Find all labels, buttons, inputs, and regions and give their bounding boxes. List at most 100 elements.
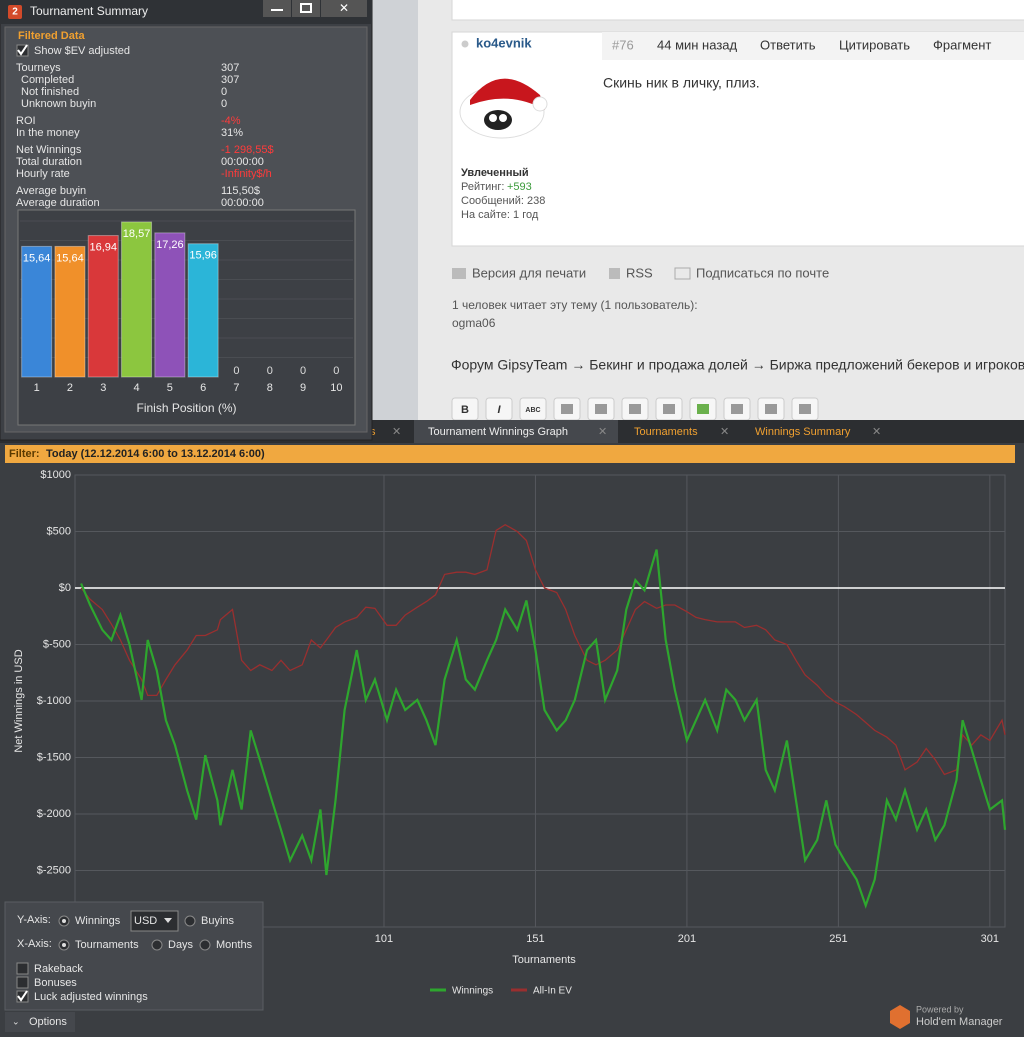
x-tick-label: 2: [67, 382, 73, 394]
stat-value: 307: [221, 74, 239, 86]
tab-close[interactable]: ✕: [392, 426, 401, 438]
stat-label: Unknown buyin: [21, 98, 96, 110]
toolbar-icon: [663, 404, 675, 414]
checkbox[interactable]: [16, 976, 29, 989]
stat-value: -1 298,55$: [221, 144, 274, 156]
bar-value-label: 16,94: [89, 241, 117, 253]
chevron: ⌄: [12, 1016, 20, 1026]
stat-label: Average duration: [16, 197, 100, 209]
quote[interactable]: Цитировать: [839, 37, 910, 52]
x-tick-label: 251: [829, 933, 847, 945]
product-name: Hold'em Manager: [916, 1016, 1003, 1028]
luck-option[interactable]: Luck adjusted winnings: [34, 991, 148, 1003]
powered-by: Powered by: [916, 1004, 964, 1014]
tab-close[interactable]: ✕: [872, 426, 881, 438]
tab-close[interactable]: ✕: [598, 426, 607, 438]
options-button[interactable]: [5, 1012, 75, 1032]
y-tick-label: $-2500: [37, 864, 71, 876]
tab[interactable]: Tournament Winnings Graph: [428, 426, 568, 438]
y-axis-label: Y-Axis:: [17, 914, 51, 926]
stat-label: Not finished: [21, 86, 79, 98]
breadcrumb[interactable]: Форум GipsyTeam → Бекинг и продажа долей…: [451, 357, 1024, 373]
online-dot: [461, 40, 469, 48]
bar-value-label: 15,64: [56, 252, 84, 264]
rakeback-option[interactable]: Rakeback: [34, 963, 83, 975]
months-option[interactable]: Months: [216, 939, 253, 951]
bar-value-label: 18,57: [123, 228, 151, 240]
radio[interactable]: [151, 939, 163, 951]
x-tick-label: 9: [300, 382, 306, 394]
stat-label: In the money: [16, 127, 80, 139]
radio[interactable]: [199, 939, 211, 951]
winnings-option[interactable]: Winnings: [75, 915, 121, 927]
minimize-button[interactable]: [263, 0, 291, 17]
message: Скинь ник в личку, плиз.: [603, 75, 760, 91]
tab[interactable]: s: [370, 426, 376, 438]
legend-label: Winnings: [452, 986, 493, 997]
bonuses-option[interactable]: Bonuses: [34, 977, 77, 989]
tab[interactable]: Tournaments: [634, 426, 698, 438]
x-axis-title: Finish Position (%): [136, 401, 236, 415]
y-tick-label: $-500: [43, 638, 71, 650]
x-tick-label: 3: [100, 382, 106, 394]
bar: [154, 232, 186, 378]
logo: [890, 1005, 910, 1029]
post-count: Сообщений: 238: [461, 195, 545, 207]
tab[interactable]: Winnings Summary: [755, 426, 851, 438]
tournaments-option[interactable]: Tournaments: [75, 939, 139, 951]
y-tick-label: $1000: [40, 469, 71, 481]
subscribe-link[interactable]: Подписаться по почте: [696, 265, 829, 280]
stat-value: 0: [221, 86, 227, 98]
reply[interactable]: Ответить: [760, 37, 816, 52]
stat-value: 307: [221, 62, 239, 74]
maximize-button[interactable]: [292, 0, 320, 17]
x-tick-label: 6: [200, 382, 206, 394]
bar: [21, 245, 53, 378]
fragment[interactable]: Фрагмент: [933, 37, 991, 52]
toolbar-icon: [697, 404, 709, 414]
checkbox[interactable]: [16, 962, 29, 975]
finish-position-chart: 15,64 1 15,64 2 16,94 3 18,57 4 17,26 5 15,96 6 0 7 0 8…: [20, 220, 353, 415]
username[interactable]: ko4evnik: [476, 35, 532, 50]
stat-label: ROI: [16, 115, 36, 127]
filter-value: Today (12.12.2014 6:00 to 13.12.2014 6:0…: [46, 448, 265, 460]
check-mark: [17, 990, 28, 1002]
stat-value: 00:00:00: [221, 156, 264, 168]
rss-link[interactable]: RSS: [626, 265, 653, 280]
tab-close[interactable]: ✕: [720, 426, 729, 438]
editor-toolbar: B I ABC: [451, 397, 819, 421]
bar: [87, 235, 119, 378]
stat-label: Net Winnings: [16, 144, 82, 156]
radio[interactable]: [184, 915, 196, 927]
prev-post: [451, 0, 1024, 21]
checkbox-label[interactable]: Show $EV adjusted: [34, 45, 130, 57]
winnings-graph: $1000 $500 $0 $-500 $-1000 $-1500 $-2000 $-2500…: [13, 469, 1007, 997]
post-number[interactable]: #76: [612, 37, 634, 52]
filter-label: Filter:: [9, 448, 40, 460]
days-option[interactable]: Days: [168, 939, 194, 951]
stat-value: 31%: [221, 127, 243, 139]
toolbar-icon: [731, 404, 743, 414]
print-link[interactable]: Версия для печати: [472, 265, 586, 280]
filter-bar: [5, 445, 1015, 463]
print-icon: [452, 268, 466, 279]
stat-value: 0: [221, 98, 227, 110]
forum-gutter: [372, 0, 418, 420]
x-tick-label: 10: [330, 382, 342, 394]
toolbar-icon: [595, 404, 607, 414]
bar-value-label: 0: [267, 365, 273, 377]
rss-icon: [609, 268, 620, 279]
currency-select[interactable]: [130, 910, 179, 932]
bar-value-label: 17,26: [156, 239, 184, 251]
close-glyph: ✕: [339, 1, 349, 15]
reader[interactable]: ogma06: [452, 316, 496, 330]
stat-value: 115,50$: [221, 185, 260, 197]
y-axis-title: Net Winnings in USD: [13, 649, 25, 752]
close-button[interactable]: [321, 0, 367, 17]
x-tick-label: 4: [133, 382, 139, 394]
readers: 1 человек читает эту тему (1 пользовател…: [452, 298, 698, 312]
x-tick-label: 101: [375, 933, 393, 945]
post-header: [602, 32, 1024, 60]
stat-label: Hourly rate: [16, 168, 70, 180]
buyins-option[interactable]: Buyins: [201, 915, 235, 927]
